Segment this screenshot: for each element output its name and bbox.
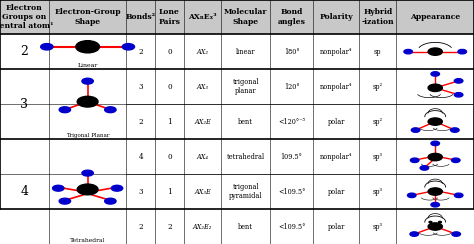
Text: 2: 2	[20, 45, 28, 58]
Text: AX₂E₂: AX₂E₂	[193, 223, 212, 231]
Circle shape	[428, 48, 442, 55]
Text: 0: 0	[167, 83, 172, 91]
Text: 2: 2	[138, 48, 143, 56]
Text: Appearance: Appearance	[410, 13, 460, 21]
Circle shape	[431, 141, 439, 146]
Circle shape	[53, 185, 64, 191]
Text: Electron
Groups on
central atom¹: Electron Groups on central atom¹	[0, 4, 54, 30]
Text: tetrahedral: tetrahedral	[227, 152, 264, 161]
Text: bent: bent	[238, 118, 253, 126]
Text: Polarity: Polarity	[319, 13, 353, 21]
Text: 109.5°: 109.5°	[281, 152, 302, 161]
Text: sp²: sp²	[373, 83, 383, 91]
Text: sp³: sp³	[373, 152, 383, 161]
Text: sp³: sp³	[373, 223, 383, 231]
Text: Bond
angles: Bond angles	[278, 9, 306, 26]
Text: <109.5°: <109.5°	[278, 223, 305, 231]
Circle shape	[420, 166, 428, 170]
Text: 3: 3	[138, 83, 143, 91]
Text: 2: 2	[138, 118, 143, 126]
Text: sp³: sp³	[373, 188, 383, 195]
Text: nonpolar⁴: nonpolar⁴	[320, 152, 352, 161]
Circle shape	[455, 193, 463, 198]
Text: AX₃: AX₃	[197, 83, 209, 91]
Circle shape	[451, 158, 460, 163]
Bar	[0, 0, 474, 34]
Text: polar: polar	[328, 118, 345, 126]
Text: AX₃E: AX₃E	[194, 188, 211, 195]
Circle shape	[451, 128, 459, 132]
Text: AX₂E: AX₂E	[194, 118, 211, 126]
Text: Trigonal Planar: Trigonal Planar	[66, 133, 109, 138]
Circle shape	[458, 50, 466, 54]
Circle shape	[428, 84, 442, 92]
Circle shape	[452, 232, 460, 236]
Text: trigonal
planar: trigonal planar	[232, 78, 259, 95]
Text: 4: 4	[20, 185, 28, 198]
Circle shape	[431, 72, 439, 76]
Circle shape	[408, 193, 416, 198]
Text: <109.5°: <109.5°	[278, 188, 305, 195]
Circle shape	[428, 153, 442, 161]
Circle shape	[431, 203, 439, 207]
Circle shape	[76, 41, 100, 53]
Text: 120°: 120°	[284, 83, 300, 91]
Circle shape	[122, 44, 135, 50]
Circle shape	[82, 170, 93, 176]
Text: Molecular
Shape: Molecular Shape	[224, 9, 267, 26]
Text: AX₂: AX₂	[197, 48, 209, 56]
Circle shape	[105, 198, 116, 204]
Circle shape	[77, 96, 98, 107]
Text: AX₄: AX₄	[197, 152, 209, 161]
Circle shape	[455, 79, 463, 83]
Text: 0: 0	[167, 48, 172, 56]
Text: polar: polar	[328, 188, 345, 195]
Text: 3: 3	[138, 188, 143, 195]
Text: Bonds²: Bonds²	[126, 13, 156, 21]
Text: Lone
Pairs: Lone Pairs	[158, 9, 181, 26]
Text: Electron-Group
Shape: Electron-Group Shape	[55, 9, 121, 26]
Circle shape	[428, 118, 442, 125]
Text: linear: linear	[236, 48, 255, 56]
Text: 2: 2	[138, 223, 143, 231]
Text: Linear: Linear	[77, 63, 98, 68]
Circle shape	[455, 93, 463, 97]
Circle shape	[404, 50, 412, 54]
Circle shape	[428, 223, 442, 230]
Text: sp: sp	[374, 48, 382, 56]
Text: 0: 0	[167, 152, 172, 161]
Text: 1: 1	[167, 188, 172, 195]
Text: bent: bent	[238, 223, 253, 231]
Text: AXₙEₓ³: AXₙEₓ³	[188, 13, 217, 21]
Text: Hybrid
-ization: Hybrid -ization	[362, 9, 394, 26]
Circle shape	[59, 107, 71, 113]
Text: nonpolar⁴: nonpolar⁴	[320, 83, 352, 91]
Circle shape	[77, 184, 98, 195]
Text: <120°⁻⁵: <120°⁻⁵	[278, 118, 305, 126]
Circle shape	[410, 158, 419, 163]
Text: polar: polar	[328, 223, 345, 231]
Text: trigonal
pyramidal: trigonal pyramidal	[229, 183, 263, 200]
Circle shape	[82, 78, 93, 84]
Circle shape	[111, 185, 123, 191]
Text: nonpolar⁴: nonpolar⁴	[320, 48, 352, 56]
Circle shape	[428, 188, 442, 195]
Circle shape	[59, 198, 71, 204]
Circle shape	[438, 221, 441, 223]
Text: 2: 2	[167, 223, 172, 231]
Circle shape	[105, 107, 116, 113]
Text: 180°: 180°	[284, 48, 300, 56]
Circle shape	[410, 232, 419, 236]
Text: Tetrahedral: Tetrahedral	[70, 238, 105, 243]
Circle shape	[411, 128, 420, 132]
Text: sp²: sp²	[373, 118, 383, 126]
Text: 3: 3	[20, 98, 28, 111]
Circle shape	[41, 44, 53, 50]
Circle shape	[429, 221, 432, 223]
Text: 4: 4	[138, 152, 143, 161]
Text: 1: 1	[167, 118, 172, 126]
